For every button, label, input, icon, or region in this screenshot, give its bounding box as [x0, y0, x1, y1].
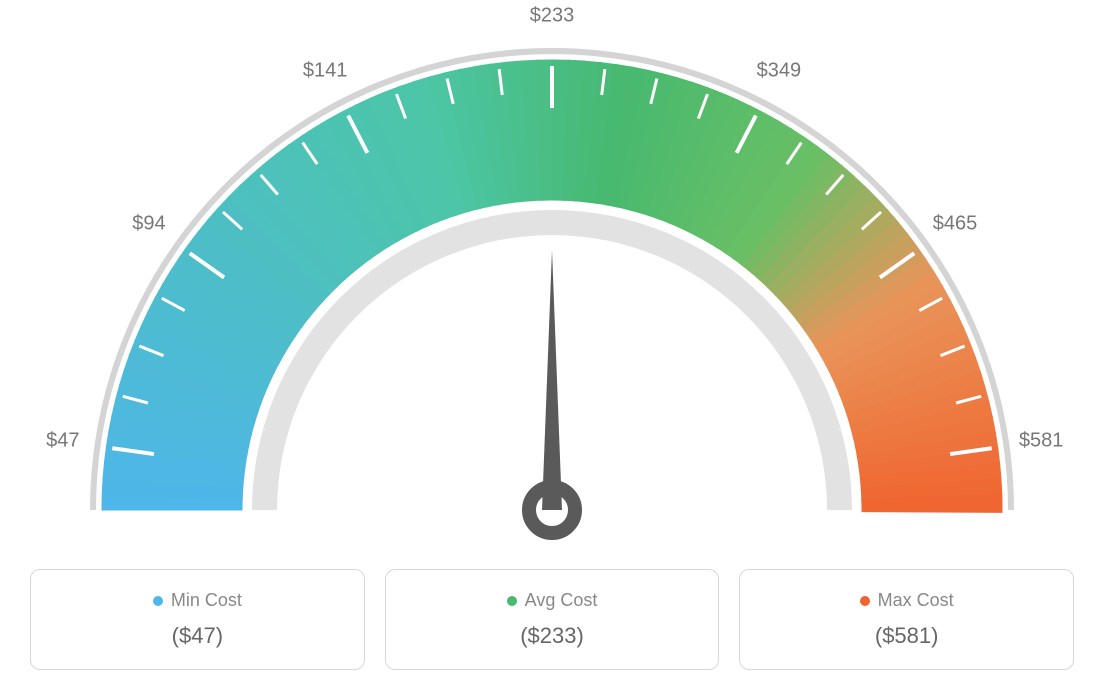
legend-card-max: Max Cost ($581) [739, 569, 1074, 670]
legend-text-min: Min Cost [171, 590, 242, 611]
legend-label-min: Min Cost [41, 590, 354, 611]
legend-value-min: ($47) [41, 623, 354, 649]
legend-label-avg: Avg Cost [396, 590, 709, 611]
tick-label: $94 [132, 213, 165, 236]
legend-dot-max [860, 596, 870, 606]
legend-card-min: Min Cost ($47) [30, 569, 365, 670]
legend-value-max: ($581) [750, 623, 1063, 649]
legend-label-max: Max Cost [750, 590, 1063, 611]
tick-label: $233 [530, 5, 575, 28]
legend-text-avg: Avg Cost [525, 590, 598, 611]
tick-label: $465 [933, 213, 978, 236]
tick-label: $47 [46, 430, 79, 453]
tick-label: $581 [1019, 430, 1064, 453]
tick-label: $141 [303, 60, 348, 83]
legend-card-avg: Avg Cost ($233) [385, 569, 720, 670]
tick-label: $349 [757, 60, 802, 83]
legend-text-max: Max Cost [878, 590, 954, 611]
gauge-area: $47$94$141$233$349$465$581 [0, 10, 1104, 550]
legend-dot-avg [507, 596, 517, 606]
legend-row: Min Cost ($47) Avg Cost ($233) Max Cost … [0, 569, 1104, 670]
legend-value-avg: ($233) [396, 623, 709, 649]
gauge-chart-container: $47 $94 $141 $233 $349 $465 $581 Min Cost ($47… [0, 0, 1104, 690]
gauge-svg [0, 10, 1104, 570]
legend-dot-min [153, 596, 163, 606]
